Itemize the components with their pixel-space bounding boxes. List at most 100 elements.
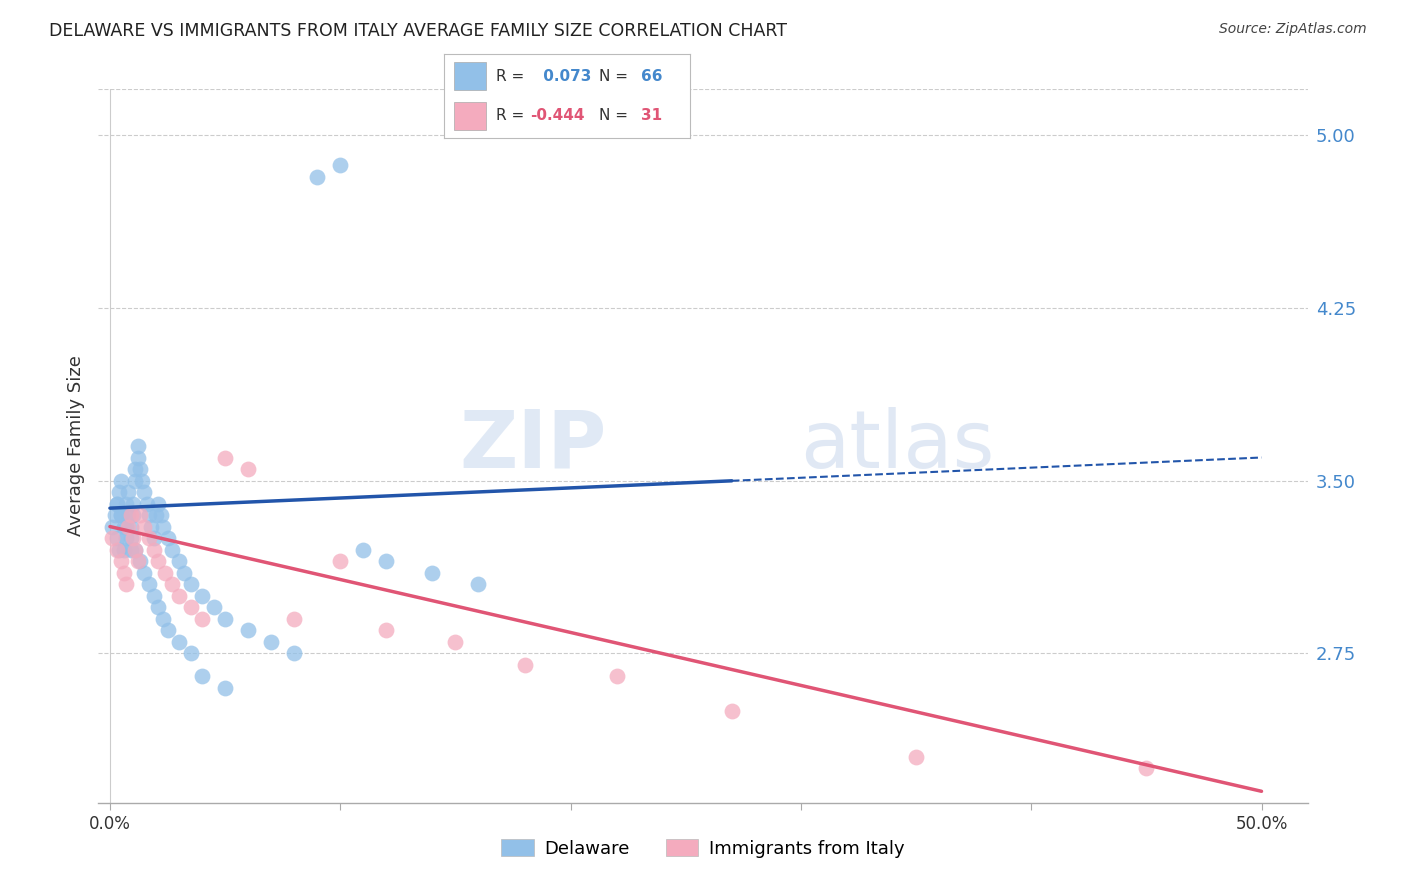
Text: R =: R = xyxy=(496,108,524,123)
Text: 0.073: 0.073 xyxy=(537,69,591,84)
Point xyxy=(180,577,202,591)
Point xyxy=(142,542,165,557)
Point xyxy=(120,531,142,545)
Legend: Delaware, Immigrants from Italy: Delaware, Immigrants from Italy xyxy=(494,832,912,865)
Point xyxy=(167,589,190,603)
Point xyxy=(110,474,132,488)
Text: ZIP: ZIP xyxy=(458,407,606,485)
Point xyxy=(110,508,132,522)
Point xyxy=(127,439,149,453)
Point xyxy=(108,485,131,500)
Point xyxy=(117,519,139,533)
Point xyxy=(352,542,374,557)
Point xyxy=(214,612,236,626)
Point xyxy=(138,531,160,545)
Point xyxy=(260,634,283,648)
Point xyxy=(138,508,160,522)
Point xyxy=(115,531,138,545)
Point xyxy=(115,577,138,591)
Point xyxy=(160,577,183,591)
Point xyxy=(307,169,329,184)
Point xyxy=(101,519,124,533)
Point xyxy=(905,749,928,764)
Point xyxy=(128,462,150,476)
Point xyxy=(117,485,139,500)
Point xyxy=(720,704,742,718)
Point xyxy=(112,566,135,580)
Point xyxy=(148,554,170,568)
Point xyxy=(124,542,146,557)
Point xyxy=(606,669,628,683)
Point xyxy=(115,519,138,533)
Point xyxy=(127,450,149,465)
Point xyxy=(422,566,444,580)
Text: 31: 31 xyxy=(641,108,662,123)
Point xyxy=(112,542,135,557)
Point xyxy=(173,566,195,580)
Point xyxy=(167,554,190,568)
Point xyxy=(142,531,165,545)
Point xyxy=(110,508,132,522)
Point xyxy=(117,508,139,522)
Y-axis label: Average Family Size: Average Family Size xyxy=(66,356,84,536)
Point xyxy=(105,497,128,511)
Text: R =: R = xyxy=(496,69,524,84)
Point xyxy=(375,623,398,637)
Point xyxy=(101,531,124,545)
Point xyxy=(180,600,202,615)
Point xyxy=(122,497,145,511)
Text: -0.444: -0.444 xyxy=(530,108,585,123)
Point xyxy=(191,612,214,626)
Point xyxy=(124,462,146,476)
Point xyxy=(105,542,128,557)
Point xyxy=(148,497,170,511)
Point xyxy=(145,508,167,522)
Text: N =: N = xyxy=(599,69,628,84)
Point xyxy=(152,612,174,626)
Point xyxy=(155,566,177,580)
Point xyxy=(108,542,131,557)
Text: 66: 66 xyxy=(641,69,662,84)
Point xyxy=(148,600,170,615)
Point xyxy=(236,623,259,637)
Point xyxy=(122,531,145,545)
Text: Source: ZipAtlas.com: Source: ZipAtlas.com xyxy=(1219,22,1367,37)
Point xyxy=(513,657,536,672)
Point xyxy=(134,485,156,500)
Point xyxy=(122,508,145,522)
Point xyxy=(191,669,214,683)
Point xyxy=(105,531,128,545)
Point xyxy=(167,634,190,648)
Point xyxy=(128,554,150,568)
Point xyxy=(202,600,225,615)
Point xyxy=(127,554,149,568)
Point xyxy=(103,508,125,522)
Point xyxy=(160,542,183,557)
Point xyxy=(110,554,132,568)
Point xyxy=(124,474,146,488)
Point xyxy=(141,519,163,533)
Point xyxy=(142,589,165,603)
Point xyxy=(120,542,142,557)
Text: DELAWARE VS IMMIGRANTS FROM ITALY AVERAGE FAMILY SIZE CORRELATION CHART: DELAWARE VS IMMIGRANTS FROM ITALY AVERAG… xyxy=(49,22,787,40)
Point xyxy=(156,623,179,637)
Point xyxy=(138,577,160,591)
Point xyxy=(236,462,259,476)
Point xyxy=(134,519,156,533)
Point xyxy=(156,531,179,545)
Point xyxy=(1135,761,1157,775)
Point xyxy=(214,450,236,465)
Point xyxy=(329,158,352,172)
Point xyxy=(134,566,156,580)
Point xyxy=(105,497,128,511)
Point xyxy=(283,612,305,626)
Point xyxy=(128,508,150,522)
Point xyxy=(131,474,153,488)
Point xyxy=(152,519,174,533)
Point xyxy=(124,542,146,557)
Point xyxy=(191,589,214,603)
Point xyxy=(120,508,142,522)
Point xyxy=(120,519,142,533)
Point xyxy=(135,497,157,511)
Point xyxy=(115,497,138,511)
